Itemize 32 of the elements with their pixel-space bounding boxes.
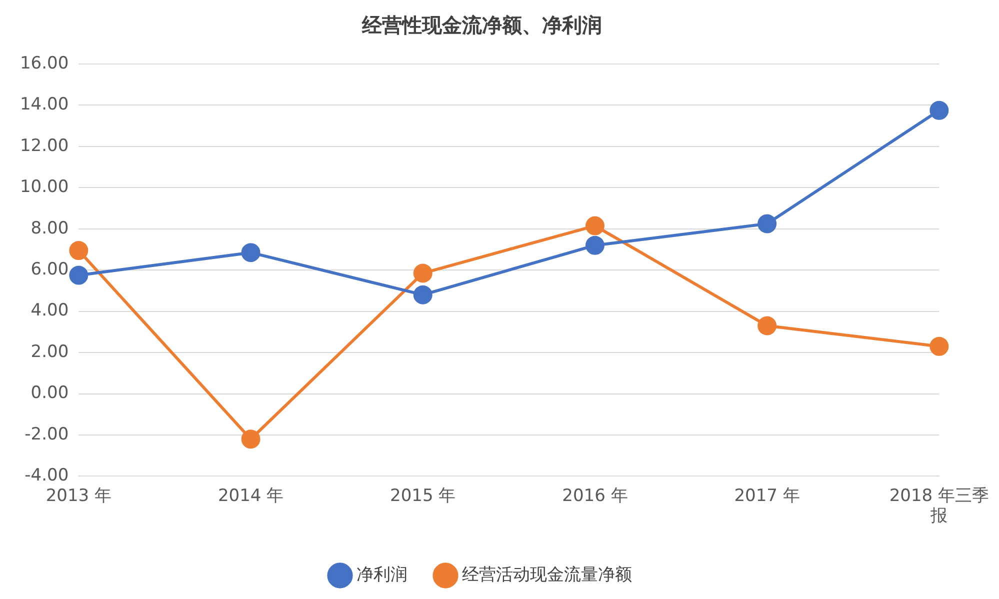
- point: [585, 216, 604, 236]
- point: [69, 241, 88, 260]
- point: [241, 243, 260, 262]
- chart-title: 经营性现金流净额、净利润: [361, 13, 602, 38]
- x-tick-label: 2018 年三季报: [889, 486, 989, 526]
- y-tick-label: 4.00: [30, 300, 69, 321]
- y-tick-label: 16.00: [20, 53, 69, 74]
- point: [585, 236, 604, 255]
- x-tick-label: 2017 年: [734, 486, 800, 506]
- point: [413, 285, 432, 304]
- legend-label: 经营活动现金流量净额: [462, 564, 632, 585]
- point: [241, 430, 260, 449]
- y-tick-label: 10.00: [20, 177, 69, 198]
- point: [758, 214, 777, 234]
- x-tick-label: 2013 年: [46, 486, 112, 506]
- point: [413, 264, 432, 283]
- y-tick-label: 8.00: [30, 218, 69, 238]
- x-tick-label: 2014 年: [218, 486, 284, 506]
- y-tick-label: 0.00: [30, 383, 69, 404]
- point: [758, 316, 777, 336]
- y-tick-label: 6.00: [30, 260, 69, 280]
- point: [930, 336, 949, 356]
- x-tick-label: 2016 年: [562, 486, 628, 506]
- y-tick-label: 2.00: [30, 342, 69, 362]
- y-tick-label: 12.00: [20, 136, 69, 156]
- point: [69, 266, 88, 285]
- x-tick-label: 2015 年: [390, 486, 456, 506]
- y-tick-label: -2.00: [24, 424, 69, 444]
- y-tick-label: 14.00: [20, 94, 69, 115]
- legend-label: 净利润: [356, 564, 408, 585]
- point: [930, 100, 949, 120]
- y-tick-label: -4.00: [24, 466, 69, 486]
